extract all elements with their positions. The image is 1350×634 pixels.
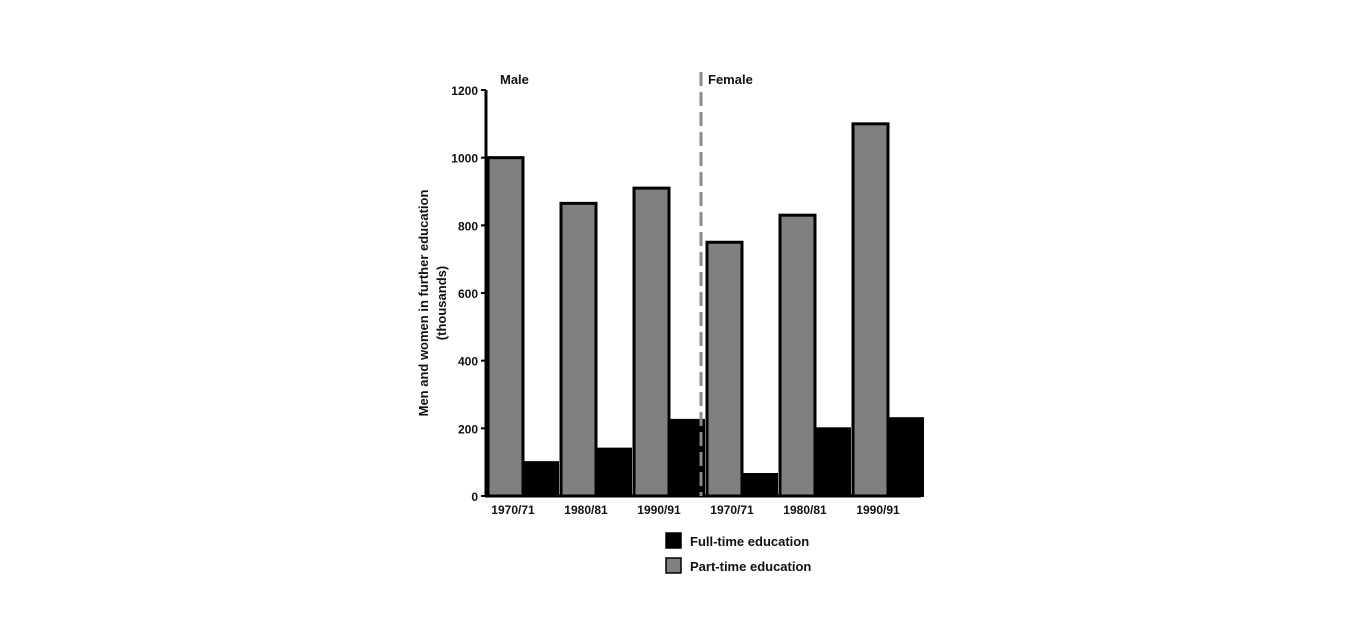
y-tick-label: 400 [458, 355, 478, 369]
x-tick-label: 1970/71 [491, 503, 535, 517]
bar-part-time [705, 240, 744, 498]
x-tick-label: 1990/91 [856, 503, 900, 517]
x-tick-labels: 1970/71 1980/81 1990/91 1970/71 1980/81 1990/… [491, 503, 900, 517]
y-tick-label: 800 [458, 219, 478, 233]
group-label-male: Male [500, 72, 529, 87]
x-tick-label: 1990/91 [637, 503, 681, 517]
bar-full-time [741, 473, 778, 497]
y-axis-label: Men and women in further education [416, 190, 431, 417]
y-tick-label: 1000 [451, 152, 478, 166]
y-tick-label: 1200 [451, 84, 478, 98]
bar-part-time [559, 201, 598, 498]
x-tick-label: 1980/81 [783, 503, 827, 517]
x-tick-label: 1980/81 [564, 503, 608, 517]
bar-part-time [632, 186, 671, 498]
legend-swatch-part-time [665, 557, 682, 574]
bar-full-time [595, 447, 632, 497]
y-tick-label: 200 [458, 422, 478, 436]
legend-label-full-time: Full-time education [690, 534, 809, 549]
bar-full-time [668, 418, 705, 497]
legend-label-part-time: Part-time education [690, 559, 811, 574]
bar-full-time [814, 427, 851, 498]
bar-full-time [522, 461, 559, 497]
y-tick-label: 600 [458, 287, 478, 301]
x-tick-label: 1970/71 [710, 503, 754, 517]
group-label-female: Female [708, 72, 753, 87]
bar-part-time [851, 122, 890, 498]
bar-part-time [778, 213, 817, 498]
y-tick-label: 0 [471, 490, 478, 504]
bar-part-time [486, 156, 525, 498]
y-axis-label-unit: (thousands) [434, 266, 449, 340]
legend: Full-time education Part-time education [665, 532, 811, 574]
bar-full-time [887, 417, 924, 497]
legend-swatch-full-time [665, 532, 682, 549]
part-time-bars [486, 122, 890, 498]
y-tick-labels: 0 200 400 600 800 1000 1200 [451, 84, 486, 504]
